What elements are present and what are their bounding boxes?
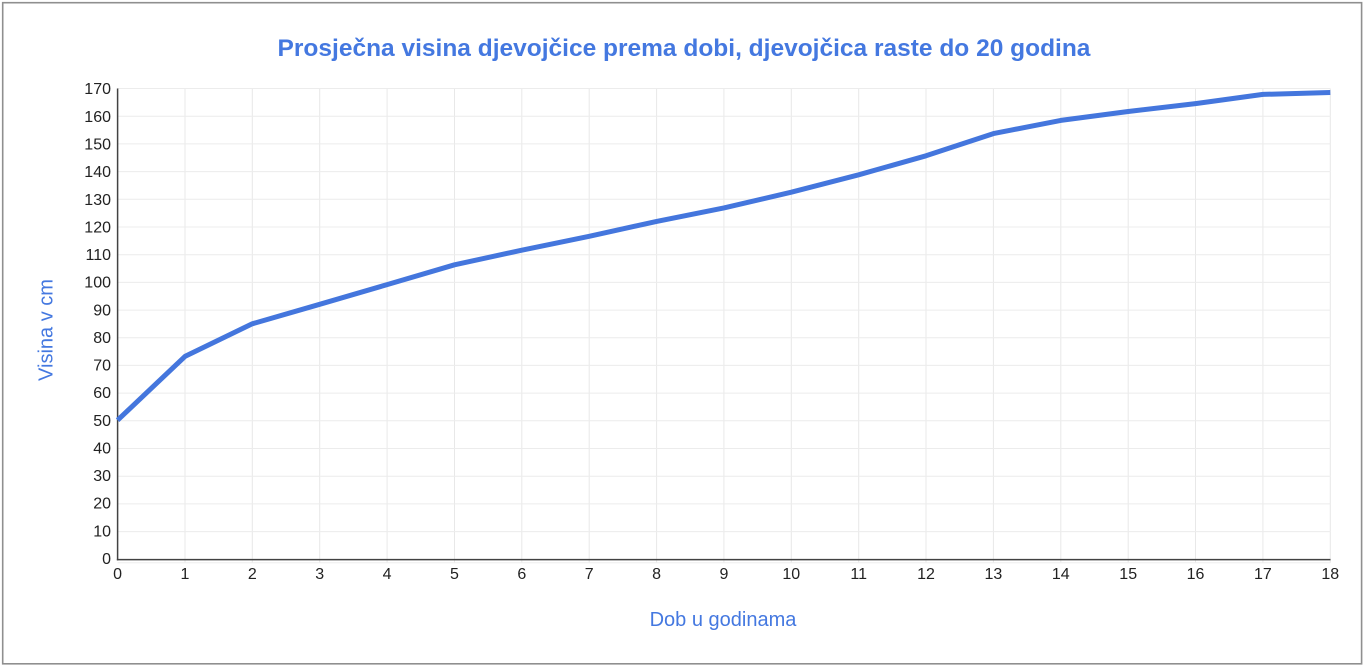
svg-text:170: 170 bbox=[84, 81, 111, 98]
svg-text:5: 5 bbox=[450, 566, 459, 583]
svg-text:70: 70 bbox=[93, 358, 111, 375]
svg-text:Visina v cm: Visina v cm bbox=[36, 279, 58, 381]
svg-text:7: 7 bbox=[585, 566, 594, 583]
svg-text:160: 160 bbox=[84, 109, 111, 126]
svg-text:16: 16 bbox=[1187, 566, 1205, 583]
svg-text:20: 20 bbox=[93, 496, 111, 513]
svg-text:0: 0 bbox=[102, 551, 111, 568]
svg-text:Dob u godinama: Dob u godinama bbox=[650, 609, 798, 631]
svg-text:90: 90 bbox=[93, 302, 111, 319]
svg-text:80: 80 bbox=[93, 330, 111, 347]
svg-text:9: 9 bbox=[719, 566, 728, 583]
svg-text:4: 4 bbox=[383, 566, 392, 583]
svg-text:10: 10 bbox=[782, 566, 800, 583]
svg-text:110: 110 bbox=[85, 247, 111, 264]
svg-text:6: 6 bbox=[517, 566, 526, 583]
svg-text:0: 0 bbox=[113, 566, 122, 583]
svg-text:50: 50 bbox=[93, 413, 111, 430]
svg-text:13: 13 bbox=[985, 566, 1003, 583]
svg-text:130: 130 bbox=[84, 192, 111, 209]
svg-text:120: 120 bbox=[84, 219, 111, 236]
svg-text:3: 3 bbox=[315, 566, 324, 583]
svg-text:12: 12 bbox=[917, 566, 935, 583]
svg-text:140: 140 bbox=[84, 164, 111, 181]
svg-text:150: 150 bbox=[84, 137, 111, 154]
svg-text:Prosječna visina djevojčice pr: Prosječna visina djevojčice prema dobi, … bbox=[278, 35, 1091, 62]
svg-text:30: 30 bbox=[93, 468, 111, 485]
svg-text:100: 100 bbox=[84, 275, 111, 292]
svg-text:14: 14 bbox=[1052, 566, 1070, 583]
svg-text:17: 17 bbox=[1254, 566, 1272, 583]
svg-text:10: 10 bbox=[93, 523, 111, 540]
svg-text:8: 8 bbox=[652, 566, 661, 583]
svg-text:1: 1 bbox=[181, 566, 190, 583]
svg-text:60: 60 bbox=[93, 385, 111, 402]
svg-text:2: 2 bbox=[248, 566, 257, 583]
svg-text:15: 15 bbox=[1119, 566, 1137, 583]
svg-text:11: 11 bbox=[850, 566, 867, 583]
svg-text:18: 18 bbox=[1321, 566, 1339, 583]
svg-text:40: 40 bbox=[93, 440, 111, 457]
